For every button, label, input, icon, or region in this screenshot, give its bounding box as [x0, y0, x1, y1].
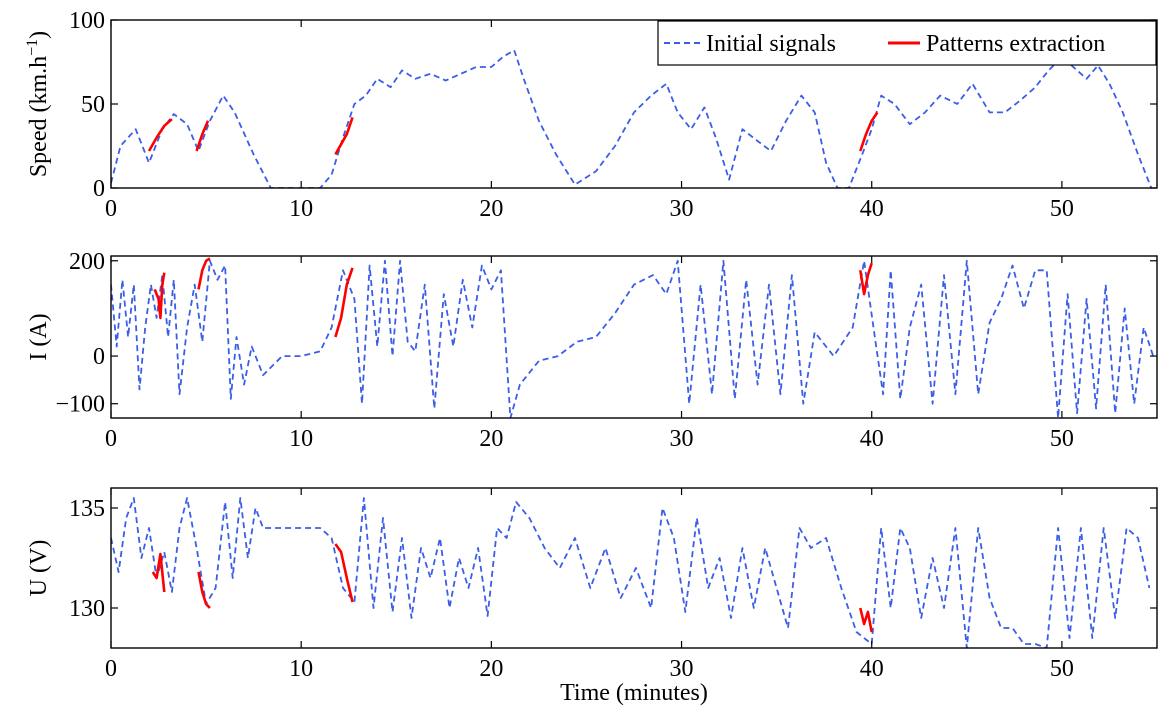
x-axis-label: Time (minutes) — [560, 680, 708, 706]
legend: Initial signals Patterns extraction — [657, 20, 1157, 66]
patterns-extraction-line-4 — [859, 262, 873, 296]
x-tick-label: 20 — [479, 196, 503, 222]
y-axis-label: U (V) — [26, 540, 52, 597]
x-tick-label: 20 — [479, 426, 503, 452]
y-axis-label: Speed (km.h−1) — [24, 31, 52, 177]
patterns-extraction-line-2 — [195, 120, 210, 152]
patterns-extraction-line-3 — [334, 267, 354, 338]
patterns-extraction-line-3 — [334, 543, 354, 603]
x-tick-label: 0 — [105, 426, 117, 452]
x-tick-label: 10 — [289, 656, 313, 682]
patterns-extraction-line-4 — [859, 111, 879, 152]
axes-frame — [110, 487, 1158, 649]
patterns-extraction-line-2 — [197, 571, 211, 609]
x-tick-label: 50 — [1050, 426, 1074, 452]
y-tick-label: 200 — [69, 249, 105, 275]
x-tick-label: 50 — [1050, 196, 1074, 222]
x-tick-label: 10 — [289, 196, 313, 222]
y-tick-label: 130 — [69, 596, 105, 622]
x-tick-label: 40 — [860, 656, 884, 682]
patterns-extraction-line-1 — [147, 118, 173, 152]
chart-panel-1: 0 10 20 30 40 50 0 50 100 Speed (km.h−1) Initial s… — [24, 8, 1158, 222]
axes-frame — [110, 255, 1158, 419]
x-tick-label: 30 — [670, 656, 694, 682]
patterns-extraction-line-3 — [334, 116, 354, 156]
initial-signals-line — [111, 497, 1151, 648]
y-tick-label: 0 — [93, 176, 105, 202]
x-tick-label: 20 — [479, 656, 503, 682]
legend-label-initial-signals: Initial signals — [706, 31, 836, 57]
y-tick-label: 50 — [81, 92, 105, 118]
plot-area — [111, 257, 1155, 418]
legend-label-patterns-extraction: Patterns extraction — [926, 31, 1105, 57]
x-tick-label: 50 — [1050, 656, 1074, 682]
initial-signals-line — [111, 49, 1153, 188]
y-tick-label: 135 — [69, 496, 105, 522]
initial-signals-line — [111, 259, 1155, 418]
patterns-extraction-line-1 — [151, 552, 166, 593]
x-tick-label: 30 — [670, 196, 694, 222]
plot-area — [111, 49, 1153, 188]
x-tick-label: 10 — [289, 426, 313, 452]
y-axis-label: I (A) — [26, 313, 52, 360]
patterns-extraction-line-2 — [197, 257, 211, 290]
x-tick-label: 0 — [105, 656, 117, 682]
x-tick-label: 0 — [105, 196, 117, 222]
patterns-extraction-line-1 — [153, 272, 166, 320]
y-tick-label: 100 — [69, 8, 105, 34]
x-tick-label: 40 — [860, 426, 884, 452]
x-tick-label: 40 — [860, 196, 884, 222]
chart-panel-3: 0 10 20 30 40 50 130 135 U (V) Time (minutes) — [26, 487, 1158, 706]
x-tick-label: 30 — [670, 426, 694, 452]
plot-area — [111, 497, 1151, 648]
y-tick-label: −100 — [55, 392, 105, 418]
patterns-extraction-line-4 — [859, 607, 873, 633]
y-tick-label: 0 — [93, 344, 105, 370]
